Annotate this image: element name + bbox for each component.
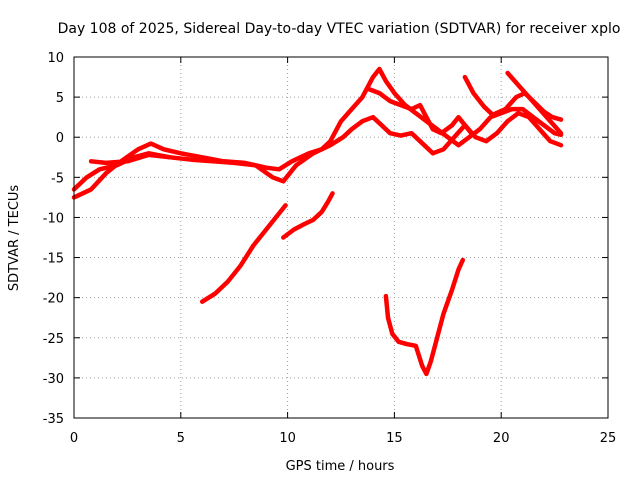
y-tick-label: -10 xyxy=(43,211,64,226)
x-axis-label: GPS time / hours xyxy=(286,459,395,474)
chart-title: Day 108 of 2025, Sidereal Day-to-day VTE… xyxy=(58,21,621,37)
y-axis-label: SDTVAR / TECUs xyxy=(7,185,22,292)
series-track-h xyxy=(281,191,335,240)
y-tick-label: -5 xyxy=(51,171,64,186)
x-tick-label: 20 xyxy=(493,431,510,446)
y-tick-label: -25 xyxy=(43,332,64,347)
series-track-b xyxy=(71,110,564,192)
x-axis-ticks: 0 5 10 15 20 25 xyxy=(70,57,616,446)
y-tick-label: -35 xyxy=(43,412,64,427)
y-tick-label: 10 xyxy=(47,51,64,66)
data-series xyxy=(71,66,564,377)
x-tick-label: 5 xyxy=(177,431,185,446)
y-tick-label: -15 xyxy=(43,252,64,267)
x-tick-label: 15 xyxy=(386,431,403,446)
series-track-c xyxy=(88,152,173,166)
x-tick-label: 10 xyxy=(279,431,296,446)
series-track-a xyxy=(71,66,564,200)
y-axis-ticks: 10 5 0 -5 -10 -15 -20 -25 -30 -35 xyxy=(43,51,608,427)
x-tick-label: 0 xyxy=(70,431,78,446)
y-tick-label: -20 xyxy=(43,292,64,307)
y-tick-label: -30 xyxy=(43,372,64,387)
y-tick-label: 5 xyxy=(56,91,64,106)
series-track-g xyxy=(199,203,288,304)
series-track-i xyxy=(383,257,466,377)
y-tick-label: 0 xyxy=(56,131,64,146)
series-track-d xyxy=(366,86,474,136)
x-tick-label: 25 xyxy=(600,431,617,446)
series-track-e xyxy=(462,74,564,122)
series-track-f xyxy=(505,70,564,136)
plot-frame xyxy=(73,56,609,419)
